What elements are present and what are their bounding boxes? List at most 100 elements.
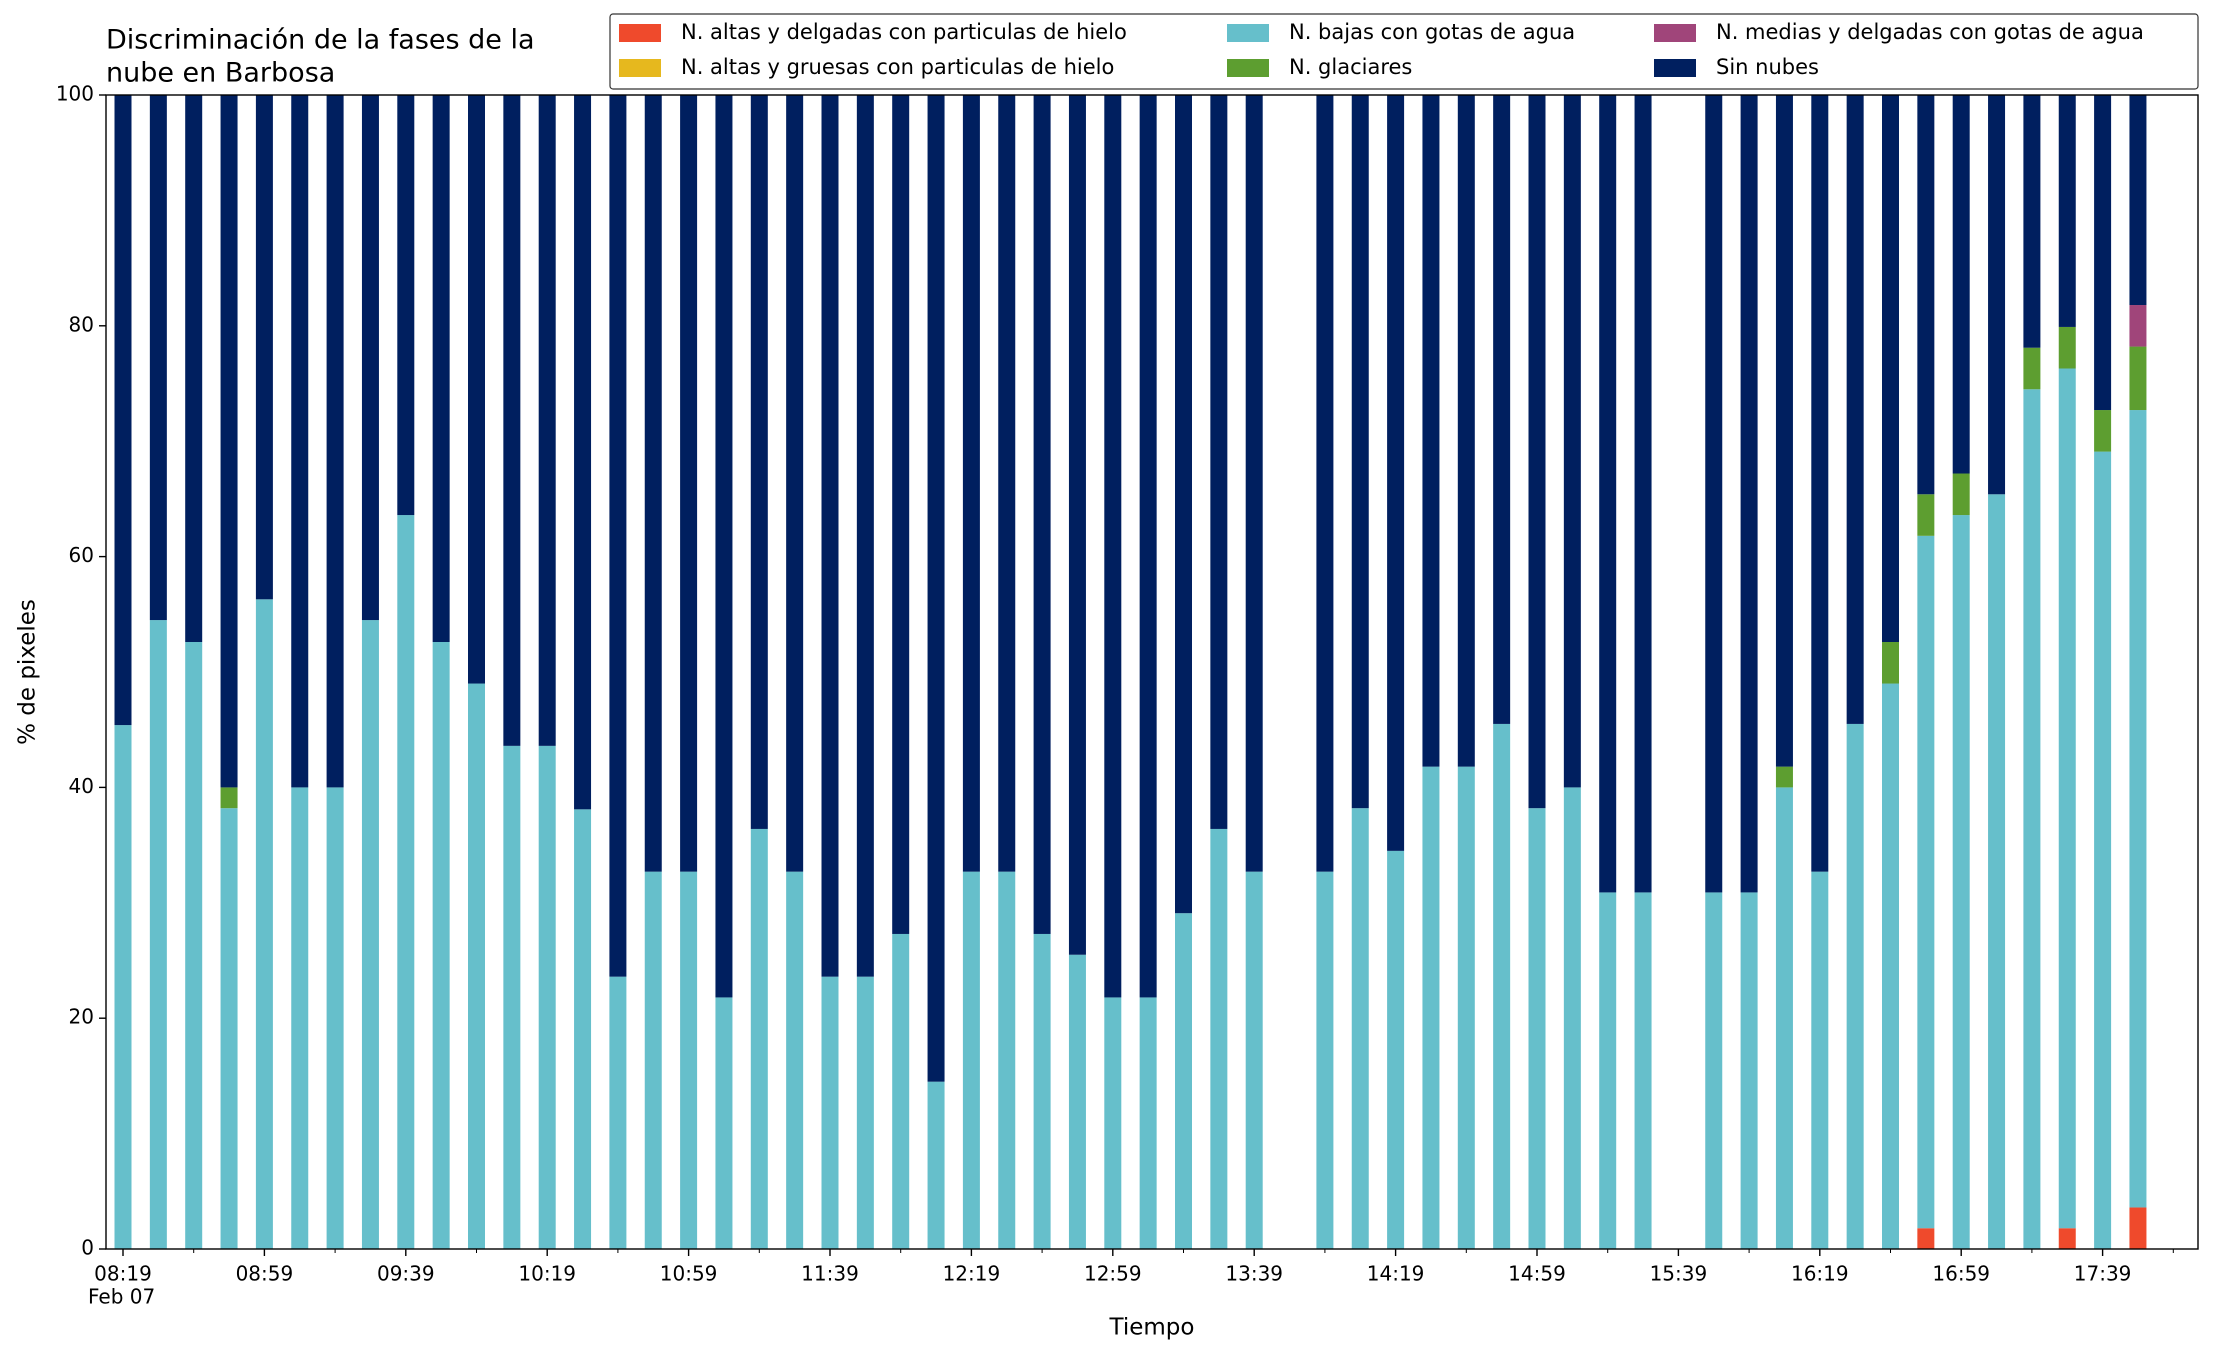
bar-segment xyxy=(821,95,839,977)
bar-segment xyxy=(1104,95,1122,998)
bar-segment xyxy=(786,871,804,1249)
bar-segment xyxy=(1882,683,1899,1249)
bar-segment xyxy=(1917,494,1935,536)
x-tick-label: 14:59 xyxy=(1508,1262,1566,1286)
x-tick-label: 12:59 xyxy=(1084,1262,1142,1286)
bar-segment xyxy=(962,95,980,872)
bar-segment xyxy=(1139,997,1157,1249)
bar-segment xyxy=(927,1081,945,1249)
bar-segment xyxy=(1068,95,1086,955)
bar-segment xyxy=(821,976,839,1249)
bar-segment xyxy=(2058,95,2076,327)
bar-segment xyxy=(2094,451,2112,1249)
bar-segment xyxy=(644,95,662,872)
y-tick-label: 100 xyxy=(56,82,94,106)
bar-segment xyxy=(2094,95,2112,411)
bar-segment xyxy=(1775,95,1793,767)
legend-label: N. glaciares xyxy=(1289,55,1412,79)
x-tick-label: 17:39 xyxy=(2074,1262,2132,1286)
bar-segment xyxy=(1528,95,1546,809)
bar-segment xyxy=(1033,933,1051,1249)
bar-segment xyxy=(1917,95,1935,495)
bar-segment xyxy=(114,95,132,726)
x-tick-label: 13:39 xyxy=(1225,1262,1283,1286)
bar-segment xyxy=(220,808,238,1249)
bar-segment xyxy=(1988,494,2006,1249)
y-tick-label: 60 xyxy=(69,543,94,567)
legend-swatch xyxy=(619,59,661,77)
legend-swatch xyxy=(1654,59,1696,77)
bar-segment xyxy=(750,828,768,1249)
bar-segment xyxy=(1175,913,1192,1249)
bar-segment xyxy=(2023,347,2041,390)
bar-segment xyxy=(220,95,238,788)
bar-segment xyxy=(1917,535,1935,1229)
bar-segment xyxy=(1705,95,1723,893)
bar-segment xyxy=(1316,871,1334,1249)
bar-segment xyxy=(326,787,344,1249)
bar-segment xyxy=(1422,95,1440,767)
bar-segment xyxy=(185,95,203,642)
bar-segment xyxy=(1457,95,1475,767)
bar-segment xyxy=(1422,766,1440,1249)
legend-swatch xyxy=(1654,24,1696,42)
bar-segment xyxy=(538,95,556,746)
y-tick-label: 20 xyxy=(69,1005,94,1029)
bar-segment xyxy=(1705,892,1723,1249)
bar-segment xyxy=(1775,787,1793,1249)
bar-segment xyxy=(1599,95,1617,893)
legend-label: N. medias y delgadas con gotas de agua xyxy=(1716,20,2144,44)
bar-segment xyxy=(2129,410,2147,1208)
bar-segment xyxy=(326,95,344,788)
x-tick-label: 10:59 xyxy=(660,1262,718,1286)
bar-segment xyxy=(291,95,309,788)
bar-segment xyxy=(1952,473,1970,516)
bar-segment xyxy=(1033,95,1051,934)
bar-segment xyxy=(2094,410,2112,452)
bar-segment xyxy=(1493,95,1511,724)
bar-segment xyxy=(397,95,415,516)
bar-segment xyxy=(574,95,592,810)
bar-segment xyxy=(149,95,167,621)
bar-segment xyxy=(574,809,592,1249)
x-tick-label: 08:59 xyxy=(236,1262,294,1286)
bar-segment xyxy=(468,95,485,684)
bar-segment xyxy=(1210,828,1228,1249)
bar-segment xyxy=(927,95,945,1082)
bar-segment xyxy=(892,933,910,1249)
bar-segment xyxy=(1387,95,1405,851)
bar-segment xyxy=(1988,95,2006,495)
bar-segment xyxy=(2023,389,2041,1249)
bar-segment xyxy=(680,871,698,1249)
bar-segment xyxy=(1775,766,1793,788)
bar-segment xyxy=(1740,95,1758,893)
bar-segment xyxy=(1457,766,1475,1249)
bar-segment xyxy=(432,641,450,1249)
bar-segment xyxy=(1917,1228,1935,1249)
y-axis-label: % de pixeles xyxy=(15,599,41,745)
y-tick-label: 0 xyxy=(81,1236,94,1260)
bar-segment xyxy=(1351,808,1369,1249)
x-tick-label: 14:19 xyxy=(1367,1262,1425,1286)
bar-segment xyxy=(750,95,768,829)
bar-segment xyxy=(1811,95,1829,872)
legend-swatch xyxy=(1227,24,1269,42)
bar-segment xyxy=(1634,892,1652,1249)
bar-segment xyxy=(1245,871,1263,1249)
bar-segment xyxy=(503,95,521,746)
bar-segment xyxy=(2058,1228,2076,1249)
bar-segment xyxy=(856,95,874,977)
bar-segment xyxy=(2058,326,2076,369)
legend-label: N. bajas con gotas de agua xyxy=(1289,20,1575,44)
bar-segment xyxy=(2058,368,2076,1229)
bar-segment xyxy=(1528,808,1546,1249)
bar-segment xyxy=(786,95,804,872)
bar-segment xyxy=(255,95,273,600)
bar-segment xyxy=(114,725,132,1249)
bar-segment xyxy=(1952,95,1970,474)
bar-segment xyxy=(2129,346,2147,411)
bar-segment xyxy=(2129,1207,2147,1249)
bar-segment xyxy=(468,683,485,1249)
bar-segment xyxy=(644,871,662,1249)
bar-segment xyxy=(1846,95,1864,724)
